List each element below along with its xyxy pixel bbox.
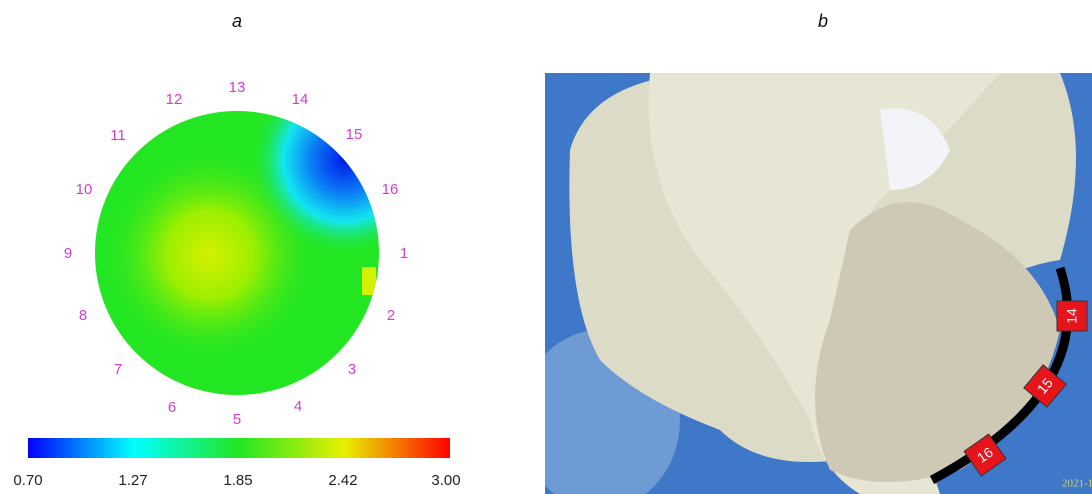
electrode-label: 1	[400, 245, 408, 262]
marker-label: 14	[1064, 308, 1080, 324]
figure: a b 1 2 3 4 5 6 7 8 9 10 11 12 13 14 15 …	[0, 0, 1092, 494]
electrode-label: 8	[79, 307, 87, 324]
colorbar	[28, 438, 450, 458]
electrode-label: 6	[168, 399, 176, 416]
electrode-label: 16	[382, 181, 399, 198]
colorbar-tick-label: 3.00	[431, 472, 460, 489]
panel-label: b	[818, 11, 828, 31]
electrode-label: 15	[346, 126, 363, 143]
electrode-label: 4	[294, 398, 302, 415]
colorbar-tick-label: 2.42	[328, 472, 357, 489]
electrode-label: 10	[76, 181, 93, 198]
electrode-label: 7	[114, 361, 122, 378]
panel-label: a	[232, 11, 242, 31]
electrode-label: 9	[64, 245, 72, 262]
colorbar-ticks: 0.70 1.27 1.85 2.42 3.00	[13, 472, 460, 489]
colorbar-tick-label: 0.70	[13, 472, 42, 489]
electrode-label: 12	[166, 91, 183, 108]
heatmap	[90, 105, 390, 405]
electrode-label: 2	[387, 307, 395, 324]
electrode-label: 13	[229, 79, 246, 96]
electrode-label: 3	[348, 361, 356, 378]
colorbar-tick-label: 1.27	[118, 472, 147, 489]
colorbar-tick-label: 1.85	[223, 472, 252, 489]
electrode-label: 11	[110, 127, 126, 144]
electrode-label: 5	[233, 411, 241, 428]
timestamp: 2021-10	[1062, 478, 1092, 490]
electrode-label: 14	[292, 91, 309, 108]
